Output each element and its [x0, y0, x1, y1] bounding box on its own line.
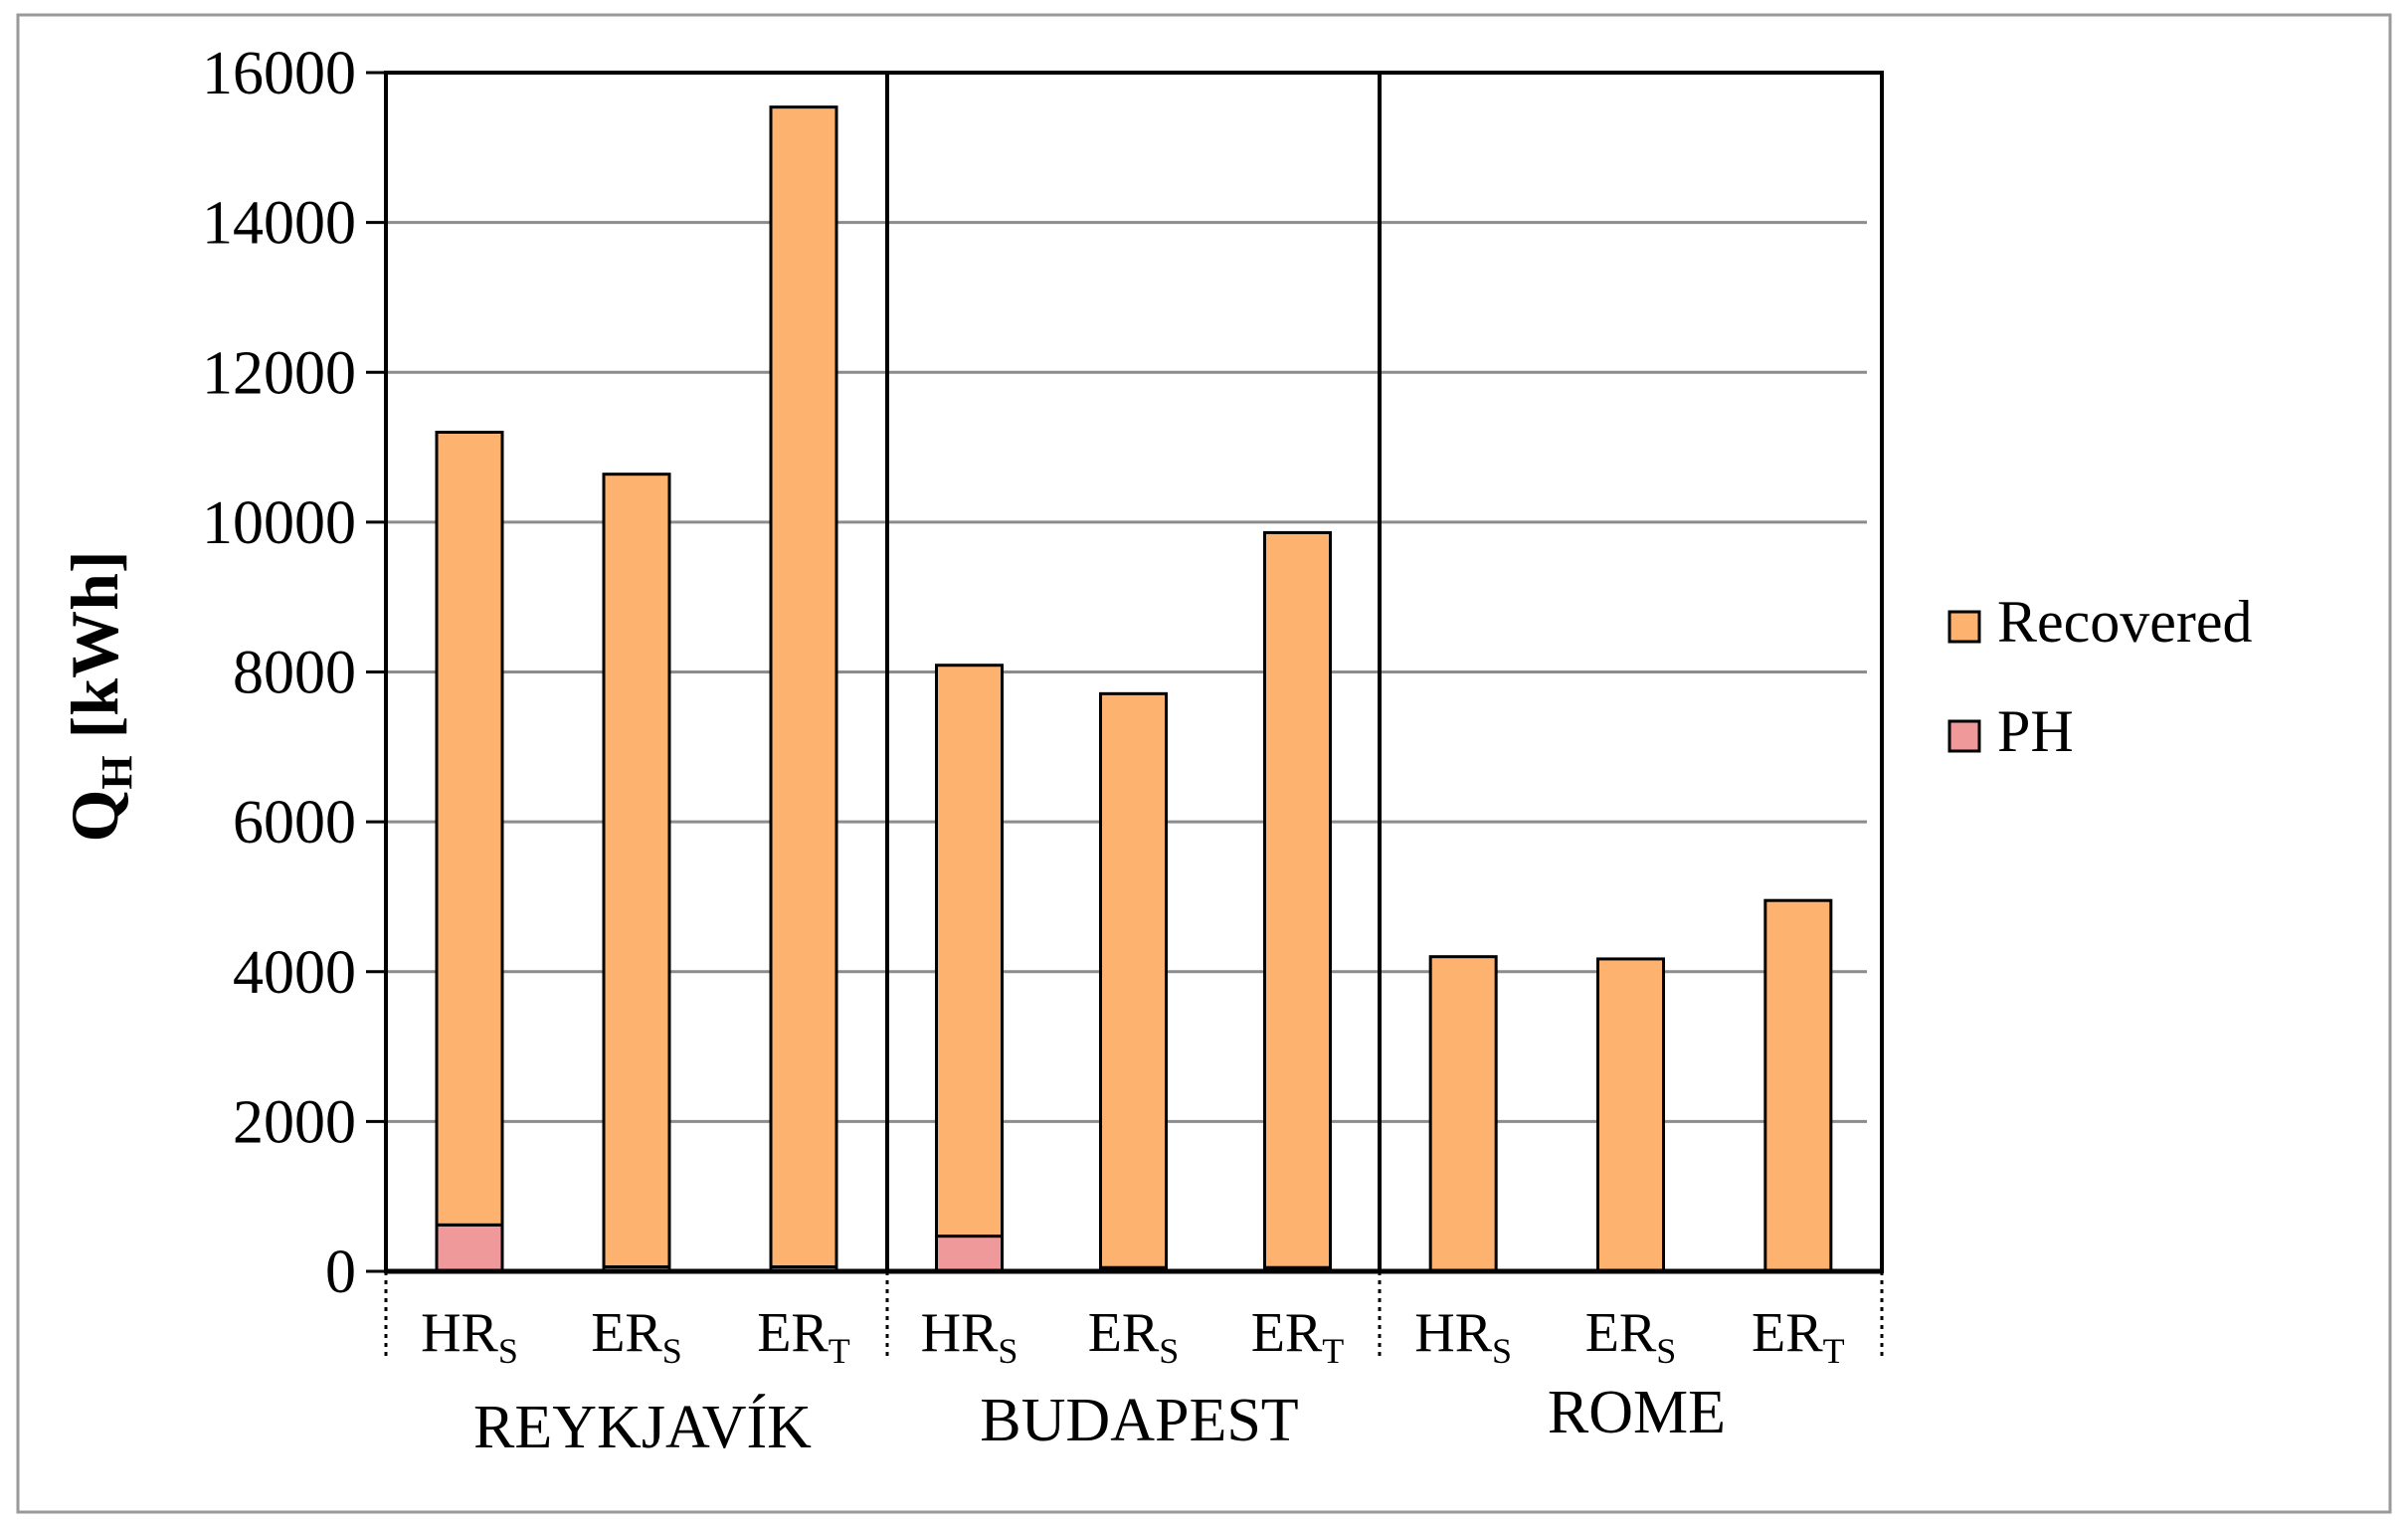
x-group-label: BUDAPEST: [980, 1387, 1298, 1454]
y-tick-label: 2000: [233, 1088, 356, 1156]
x-category-labels: HRS ERS ERT HRS ERS ERT HRS ERS ERT: [421, 1302, 1845, 1371]
y-axis-label-main: Q: [57, 790, 132, 843]
bar-recovered: [935, 664, 1004, 1239]
bar-recovered: [1763, 898, 1833, 1273]
legend-swatch-recovered: [1947, 610, 1981, 644]
x-group-labels: REYKJAVÍK BUDAPEST ROME: [473, 1379, 1726, 1461]
y-tick-label: 4000: [233, 939, 356, 1007]
x-category-label: HRS: [421, 1302, 518, 1371]
y-tick-label: 12000: [202, 339, 356, 407]
legend: Recovered PH: [1947, 589, 2253, 764]
x-group-label: ROME: [1548, 1379, 1726, 1446]
bar-ph: [435, 1223, 504, 1273]
y-tick-label: 0: [325, 1239, 356, 1306]
x-category-label: ERT: [1251, 1302, 1345, 1371]
bar-recovered: [1596, 957, 1665, 1273]
y-axis-label-subscript: H: [93, 755, 141, 789]
y-axis-label-unit: [kWh]: [57, 550, 132, 755]
y-tick-label: 16000: [202, 40, 356, 107]
y-tick-label: 14000: [202, 190, 356, 258]
bar-recovered: [435, 431, 504, 1227]
y-tick-label: 6000: [233, 789, 356, 857]
chart-frame: [16, 13, 2392, 1514]
y-axis-label: QH [kWh]: [57, 550, 141, 842]
x-group-label: REYKJAVÍK: [473, 1394, 812, 1461]
x-category-label: ERS: [591, 1302, 682, 1371]
bar-recovered: [1099, 691, 1168, 1269]
bar-recovered: [1428, 955, 1498, 1273]
y-tick-label: 10000: [202, 489, 356, 557]
x-category-label: ERT: [1752, 1302, 1845, 1371]
x-category-label: ERS: [1088, 1302, 1180, 1371]
y-tick-label: 8000: [233, 640, 356, 707]
x-category-label: HRS: [921, 1302, 1019, 1371]
y-tick-labels: 0 2000 4000 6000 8000 10000 12000 14000 16000: [202, 40, 386, 1306]
bars: [435, 105, 1833, 1273]
legend-label-recovered: Recovered: [1997, 589, 2253, 655]
bar-recovered: [1263, 530, 1332, 1269]
bar-recovered: [769, 105, 838, 1268]
x-category-label: HRS: [1414, 1302, 1512, 1371]
x-category-label: ERS: [1585, 1302, 1677, 1371]
legend-swatch-ph: [1947, 719, 1981, 753]
bar-ph: [935, 1235, 1004, 1273]
x-category-label: ERT: [757, 1302, 850, 1371]
bar-recovered: [602, 473, 671, 1268]
legend-label-ph: PH: [1997, 698, 2074, 764]
